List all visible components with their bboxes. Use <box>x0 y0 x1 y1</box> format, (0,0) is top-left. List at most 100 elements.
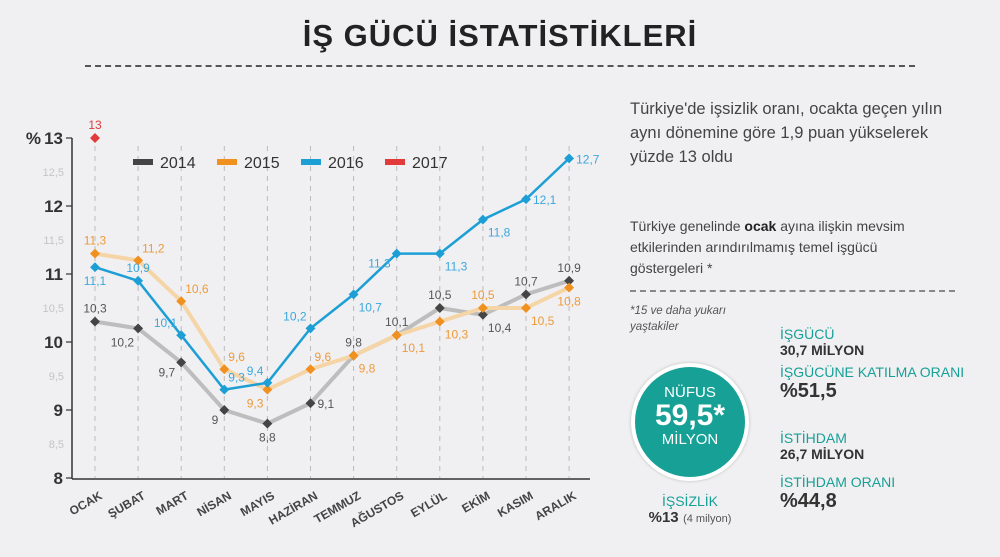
data-label-2014: 10,7 <box>514 274 538 288</box>
unemployment-block: İŞSİZLİK %13 (4 milyon) <box>635 493 745 527</box>
data-point-2014 <box>133 323 144 334</box>
data-label-2015: 10,8 <box>557 295 581 309</box>
stat-value: 26,7 MİLYON <box>780 446 865 462</box>
data-point-2015 <box>219 364 230 375</box>
month-label: NİSAN <box>194 488 234 520</box>
unemployment-value: %13 <box>648 509 679 526</box>
month-label: KASIM <box>495 488 535 519</box>
data-point-2014 <box>176 357 187 368</box>
legend-swatch-2017 <box>385 159 405 165</box>
data-label-2014: 10,4 <box>488 321 512 335</box>
unemployment-detail: (4 milyon) <box>683 513 732 525</box>
population-value: 59,5* <box>654 399 726 432</box>
data-point-2016 <box>434 248 445 259</box>
legend-swatch-2014 <box>133 159 153 165</box>
page-title: İŞ GÜCÜ İSTATİSTİKLERİ <box>302 18 698 53</box>
month-label: HAZİRAN <box>266 488 320 528</box>
legend-swatch-2015 <box>217 159 237 165</box>
data-point-2015 <box>176 296 187 307</box>
data-point-2016 <box>305 323 316 334</box>
data-label-2015: 9,3 <box>247 397 264 411</box>
stat-value: %51,5 <box>780 380 837 402</box>
data-point-2016 <box>564 153 575 164</box>
data-point-2016 <box>133 275 144 286</box>
data-label-2015: 10,5 <box>531 314 555 328</box>
stat-labor-force: İŞGÜCÜ 30,7 MİLYON <box>780 326 864 358</box>
series-line-2014 <box>94 278 570 426</box>
data-label-2016: 12,1 <box>533 193 557 207</box>
y-tick-label: 10 <box>44 333 63 352</box>
data-point-2015 <box>477 303 488 313</box>
subtitle-pre: Türkiye genelinde <box>630 218 745 234</box>
y-tick-label: 13 <box>44 129 63 148</box>
data-label-2014: 9,1 <box>318 397 335 411</box>
data-label-2015: 10,5 <box>471 288 495 302</box>
data-label-2015: 10,1 <box>402 341 426 355</box>
month-label: OCAK <box>67 488 105 518</box>
data-label-2016: 11,8 <box>488 226 511 240</box>
legend-label-2016: 2016 <box>328 155 364 172</box>
data-label-2016: 10,1 <box>154 316 178 330</box>
data-label-2016: 10,2 <box>283 309 307 323</box>
stat-label: İSTİHDAM ORANI <box>780 474 896 490</box>
y-minor-tick-label: 8,5 <box>49 439 64 451</box>
data-label-2014: 10,1 <box>385 315 409 329</box>
data-point-2015 <box>90 248 100 259</box>
y-minor-tick-label: 11,5 <box>43 235 64 247</box>
data-label-2016: 9,4 <box>247 364 264 378</box>
line-chart: 8 9 10 11 12 13% 8,5 9,5 10,5 11,5 12,5 OCAK ŞUBAT MA… <box>26 118 600 530</box>
data-label-2014: 9,8 <box>345 336 362 350</box>
data-point-2015 <box>434 316 445 327</box>
data-point-2015 <box>521 303 531 313</box>
data-point-2015 <box>391 330 402 341</box>
data-point-2016 <box>521 194 531 205</box>
stat-value: %44,8 <box>780 490 837 512</box>
data-label-2016: 11,3 <box>368 257 391 271</box>
data-label-2015: 9,8 <box>359 362 376 376</box>
data-label-2016: 10,9 <box>126 261 150 275</box>
data-point-2014 <box>262 418 273 429</box>
title-divider <box>85 65 915 67</box>
data-point-2015 <box>262 384 273 395</box>
data-point-2016 <box>262 377 273 388</box>
data-point-2014 <box>477 309 488 320</box>
population-label: NÜFUS <box>664 384 716 401</box>
subtitle-post: ayına ilişkin mevsim etkilerinden arındı… <box>630 218 905 276</box>
data-point-2016 <box>477 214 488 225</box>
data-label-2016: 11,3 <box>445 260 468 274</box>
data-point-2016 <box>348 289 359 300</box>
data-point-2015 <box>305 364 316 375</box>
stat-label: İSTİHDAM <box>780 430 847 446</box>
population-unit: MİLYON <box>661 431 719 448</box>
month-label: ŞUBAT <box>106 488 149 521</box>
stat-employment-rate: İSTİHDAM ORANI %44,8 <box>780 474 895 513</box>
data-label-2015: 9,6 <box>228 350 245 364</box>
data-label-2015: 11,3 <box>84 234 107 248</box>
data-label-2016: 10,7 <box>359 300 383 314</box>
data-label-2014: 10,2 <box>111 335 135 349</box>
data-label-2014: 10,9 <box>557 261 581 275</box>
section-divider <box>630 290 955 292</box>
y-tick-label: 8 <box>54 469 63 488</box>
data-point-2017 <box>90 133 100 143</box>
data-point-2014 <box>90 316 100 327</box>
headline: Türkiye'de işsizlik oranı, ocakta geçen … <box>630 100 943 166</box>
data-label-2017: 13 <box>88 118 102 132</box>
data-point-2016 <box>90 262 100 273</box>
stat-label: İŞGÜCÜNE KATILMA ORANI <box>780 364 965 380</box>
legend-swatch-2016 <box>301 159 321 165</box>
data-label-2015: 11,2 <box>142 241 165 255</box>
month-label: EYLÜL <box>408 488 450 521</box>
data-label-2016: 11,1 <box>84 274 107 288</box>
month-label: EKİM <box>459 488 492 516</box>
data-label-2016: 9,3 <box>228 371 245 385</box>
data-label-2015: 10,6 <box>185 282 209 296</box>
data-point-2015 <box>133 255 144 266</box>
stat-label: İŞGÜCÜ <box>780 326 835 342</box>
data-label-2014: 9,7 <box>159 365 176 379</box>
data-label-2014: 8,8 <box>259 431 276 445</box>
series-line-2015 <box>94 251 570 392</box>
series-line-2016 <box>94 157 570 391</box>
data-point-2015 <box>348 350 359 361</box>
